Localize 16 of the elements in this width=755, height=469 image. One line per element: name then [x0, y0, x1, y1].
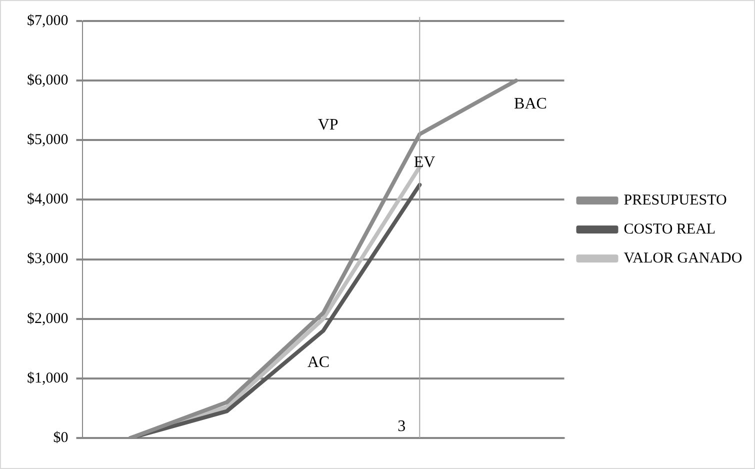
- annotation: AC: [307, 354, 330, 372]
- legend-label: VALOR GANADO: [624, 250, 742, 266]
- annotation: VP: [318, 116, 338, 134]
- y-tick-label: $0: [53, 430, 68, 446]
- y-tick-label: $6,000: [27, 72, 68, 89]
- y-tick-label: $1,000: [27, 370, 68, 386]
- annotation: EV: [414, 154, 436, 171]
- legend-label: PRESUPUESTO: [624, 192, 728, 208]
- legend-label: COSTO REAL: [624, 221, 716, 238]
- x-tick-label: 3: [398, 418, 406, 436]
- y-tick-label: $4,000: [27, 192, 68, 208]
- y-tick-label: $2,000: [27, 310, 68, 327]
- y-tick-label: $5,000: [27, 132, 68, 148]
- y-tick-label: $3,000: [27, 251, 68, 268]
- y-tick-label: $7,000: [27, 12, 68, 29]
- annotation: BAC: [514, 96, 547, 113]
